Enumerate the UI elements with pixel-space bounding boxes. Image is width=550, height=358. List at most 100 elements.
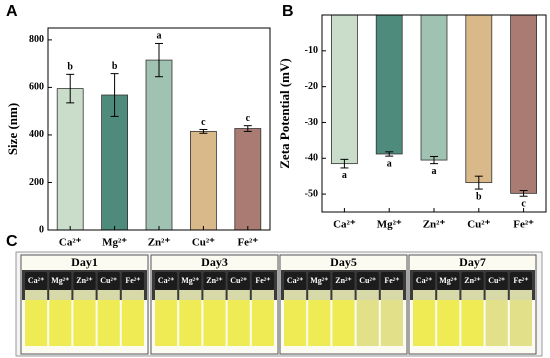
vial-label: Ca²⁺	[287, 276, 303, 285]
vial-liquid	[284, 300, 307, 346]
vial-liquid	[121, 300, 144, 346]
y-tick-label: -40	[305, 153, 318, 164]
bar	[330, 14, 358, 165]
vial-label: Fe²⁺	[125, 276, 140, 285]
vial-label: Cu²⁺	[230, 276, 247, 285]
significance-label: a	[432, 166, 437, 177]
vial-cap	[49, 272, 72, 290]
vial-cap	[251, 272, 274, 290]
vial-cap	[179, 272, 202, 290]
vial-top	[461, 290, 484, 300]
vial-cap	[356, 272, 379, 290]
vial-label: Mg²⁺	[310, 276, 328, 285]
bar	[465, 14, 493, 184]
x-tick-label: Zn²⁺	[148, 237, 171, 249]
day-label: Day3	[201, 255, 228, 269]
vial-liquid	[227, 300, 250, 346]
vial-top	[121, 290, 144, 300]
x-tick-label: Ca²⁺	[59, 237, 82, 249]
vial-cap	[437, 272, 460, 290]
vial-label: Fe²⁺	[513, 276, 528, 285]
panel-label: C	[6, 233, 18, 250]
significance-label: c	[521, 199, 526, 210]
vial-top	[97, 290, 120, 300]
y-tick-label: -30	[305, 117, 318, 128]
significance-label: a	[157, 31, 162, 42]
x-tick-label: Mg²⁺	[102, 237, 127, 249]
vial-label: Mg²⁺	[51, 276, 69, 285]
significance-label: a	[342, 170, 347, 181]
x-tick-label: Fe²⁺	[513, 219, 534, 231]
y-tick-label: 200	[29, 177, 44, 188]
vial-label: Mg²⁺	[439, 276, 457, 285]
vial-label: Cu²⁺	[359, 276, 376, 285]
y-tick-label: 400	[29, 129, 44, 140]
vial-cap	[73, 272, 96, 290]
vial-cap	[227, 272, 250, 290]
vial-top	[413, 290, 436, 300]
vial-cap	[332, 272, 355, 290]
vial-top	[437, 290, 460, 300]
vial-top	[203, 290, 226, 300]
significance-label: c	[246, 113, 251, 124]
panel-label: A	[6, 3, 18, 20]
y-tick-label: 800	[29, 34, 44, 45]
vial-liquid	[203, 300, 226, 346]
vial-top	[284, 290, 307, 300]
vial-cap	[485, 272, 508, 290]
vial-label: Zn²⁺	[76, 276, 92, 285]
vial-top	[308, 290, 331, 300]
vial-liquid	[251, 300, 274, 346]
bar	[420, 14, 448, 161]
x-tick-label: Fe²⁺	[237, 237, 258, 249]
bar	[375, 14, 403, 155]
day-label: Day5	[330, 255, 357, 269]
y-axis-title: Size (nm)	[5, 103, 20, 155]
x-tick-label: Cu²⁺	[192, 237, 215, 249]
significance-label: b	[476, 191, 482, 202]
vial-cap	[203, 272, 226, 290]
y-tick-label: -20	[305, 81, 318, 92]
vial-liquid	[380, 300, 403, 346]
vial-top	[380, 290, 403, 300]
vial-liquid	[49, 300, 72, 346]
vial-label: Cu²⁺	[488, 276, 505, 285]
vial-top	[227, 290, 250, 300]
y-axis-title: Zeta Potential (mV)	[277, 58, 292, 168]
vial-liquid	[155, 300, 178, 346]
vial-liquid	[437, 300, 460, 346]
bar	[189, 130, 217, 231]
day-label: Day7	[459, 255, 486, 269]
significance-label: a	[387, 158, 392, 169]
significance-label: b	[112, 61, 118, 72]
significance-label: c	[201, 117, 206, 128]
vial-label: Fe²⁺	[384, 276, 399, 285]
y-tick-label: -50	[305, 188, 318, 199]
vial-top	[73, 290, 96, 300]
vial-top	[49, 290, 72, 300]
vial-cap	[97, 272, 120, 290]
vial-label: Mg²⁺	[181, 276, 199, 285]
vial-liquid	[509, 300, 532, 346]
vial-liquid	[25, 300, 48, 346]
vial-liquid	[485, 300, 508, 346]
y-tick-label: 600	[29, 82, 44, 93]
bar	[510, 14, 538, 194]
vial-label: Cu²⁺	[100, 276, 117, 285]
vial-top	[509, 290, 532, 300]
vial-top	[356, 290, 379, 300]
vial-cap	[380, 272, 403, 290]
vial-liquid	[332, 300, 355, 346]
vial-cap	[509, 272, 532, 290]
significance-label: b	[67, 62, 73, 73]
vial-cap	[308, 272, 331, 290]
vial-cap	[155, 272, 178, 290]
vial-top	[485, 290, 508, 300]
y-tick-label: 0	[39, 224, 44, 235]
vial-label: Fe²⁺	[255, 276, 270, 285]
vial-liquid	[356, 300, 379, 346]
bar	[145, 59, 173, 231]
vial-liquid	[308, 300, 331, 346]
vial-liquid	[413, 300, 436, 346]
